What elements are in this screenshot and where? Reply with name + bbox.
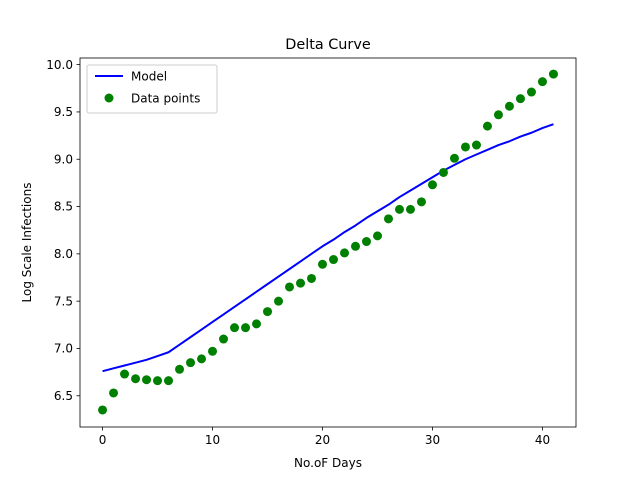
- model-line: [102, 123, 554, 373]
- data-point: [296, 278, 306, 288]
- data-point: [405, 204, 415, 214]
- x-tick-label: 30: [425, 433, 440, 447]
- data-point: [197, 354, 207, 364]
- data-point: [471, 140, 481, 150]
- x-tick-label: 10: [205, 433, 220, 447]
- data-point: [241, 323, 251, 333]
- data-point: [186, 358, 196, 368]
- data-point: [449, 153, 459, 163]
- legend: Model Data points: [86, 64, 218, 114]
- y-tick-label: 10.0: [46, 58, 73, 72]
- y-tick-label: 7.0: [54, 342, 73, 356]
- chart-title: Delta Curve: [285, 37, 371, 53]
- data-point: [340, 248, 349, 258]
- data-point: [460, 142, 470, 152]
- x-tick-label: 40: [535, 433, 550, 447]
- y-tick-label: 6.5: [54, 389, 73, 403]
- x-tick-label: 0: [99, 433, 107, 447]
- legend-data-points-swatch: [104, 93, 114, 103]
- data-point: [350, 241, 360, 251]
- data-point: [175, 364, 185, 374]
- data-point: [153, 376, 163, 386]
- data-point: [230, 323, 240, 333]
- data-point: [142, 375, 152, 385]
- data-point: [208, 346, 218, 356]
- data-point: [98, 405, 108, 415]
- y-axis-ticks: 6.5 7.0 7.5 8.0 8.5 9.0 9.5 10.0: [46, 58, 80, 403]
- data-point: [526, 87, 536, 97]
- data-point: [515, 94, 525, 104]
- data-point: [318, 259, 327, 269]
- y-tick-label: 9.0: [54, 152, 73, 166]
- plot-frame: [79, 57, 577, 428]
- y-axis-label: Log Scale Infections: [20, 183, 34, 303]
- data-point: [493, 110, 503, 120]
- x-axis-label: No.oF Days: [294, 456, 362, 470]
- y-tick-label: 9.5: [54, 105, 73, 119]
- x-axis-ticks: 0 10 20 30 40: [99, 427, 550, 447]
- data-point: [329, 255, 338, 265]
- data-point: [252, 319, 262, 329]
- data-point: [361, 237, 371, 247]
- data-point: [394, 204, 404, 214]
- data-point: [548, 69, 558, 79]
- data-point: [438, 167, 448, 177]
- data-point: [219, 334, 229, 344]
- legend-model-label: Model: [131, 70, 167, 84]
- data-point: [504, 101, 514, 111]
- data-point: [307, 273, 316, 283]
- data-point: [427, 180, 437, 190]
- data-point: [131, 374, 141, 384]
- data-point: [383, 214, 393, 224]
- data-point: [285, 282, 295, 292]
- data-point: [120, 369, 130, 379]
- data-point: [416, 197, 426, 207]
- y-tick-label: 8.5: [54, 200, 73, 214]
- data-point: [274, 296, 284, 306]
- y-tick-label: 7.5: [54, 294, 73, 308]
- data-point: [263, 307, 273, 317]
- data-point: [164, 376, 174, 386]
- data-point: [372, 231, 382, 241]
- series-layer: [98, 69, 558, 415]
- x-tick-label: 20: [315, 433, 330, 447]
- data-point: [482, 121, 492, 131]
- y-tick-label: 8.0: [54, 247, 73, 261]
- legend-data-points-label: Data points: [131, 92, 200, 106]
- data-point: [109, 388, 119, 398]
- data-point: [537, 77, 547, 87]
